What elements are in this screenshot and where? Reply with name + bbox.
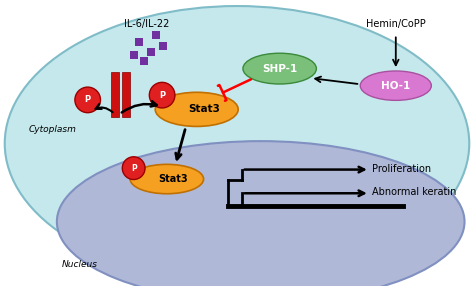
Text: Cytoplasm: Cytoplasm: [28, 125, 76, 134]
Text: Nucleus: Nucleus: [62, 260, 98, 269]
FancyBboxPatch shape: [147, 48, 155, 56]
FancyBboxPatch shape: [140, 57, 148, 65]
Ellipse shape: [5, 6, 469, 281]
Ellipse shape: [57, 141, 465, 287]
Text: IL-6/IL-22: IL-6/IL-22: [124, 19, 170, 29]
FancyBboxPatch shape: [111, 72, 119, 117]
Ellipse shape: [155, 92, 238, 127]
Text: Abnormal keratin: Abnormal keratin: [372, 187, 456, 197]
Text: P: P: [159, 91, 165, 100]
Text: Hemin/CoPP: Hemin/CoPP: [366, 19, 426, 29]
Text: Stat3: Stat3: [158, 174, 188, 184]
Circle shape: [149, 82, 175, 108]
Text: P: P: [131, 164, 137, 173]
Circle shape: [122, 157, 145, 180]
FancyBboxPatch shape: [159, 42, 167, 50]
Text: Stat3: Stat3: [188, 104, 220, 115]
FancyBboxPatch shape: [122, 72, 130, 117]
Circle shape: [75, 87, 100, 113]
Ellipse shape: [360, 71, 431, 100]
Ellipse shape: [243, 53, 317, 84]
FancyBboxPatch shape: [135, 38, 143, 46]
Text: Proliferation: Proliferation: [372, 164, 431, 174]
FancyBboxPatch shape: [130, 51, 138, 59]
FancyBboxPatch shape: [152, 31, 160, 39]
Ellipse shape: [130, 164, 204, 194]
Text: SHP-1: SHP-1: [262, 64, 297, 73]
Text: HO-1: HO-1: [381, 81, 410, 91]
Text: P: P: [85, 95, 91, 104]
